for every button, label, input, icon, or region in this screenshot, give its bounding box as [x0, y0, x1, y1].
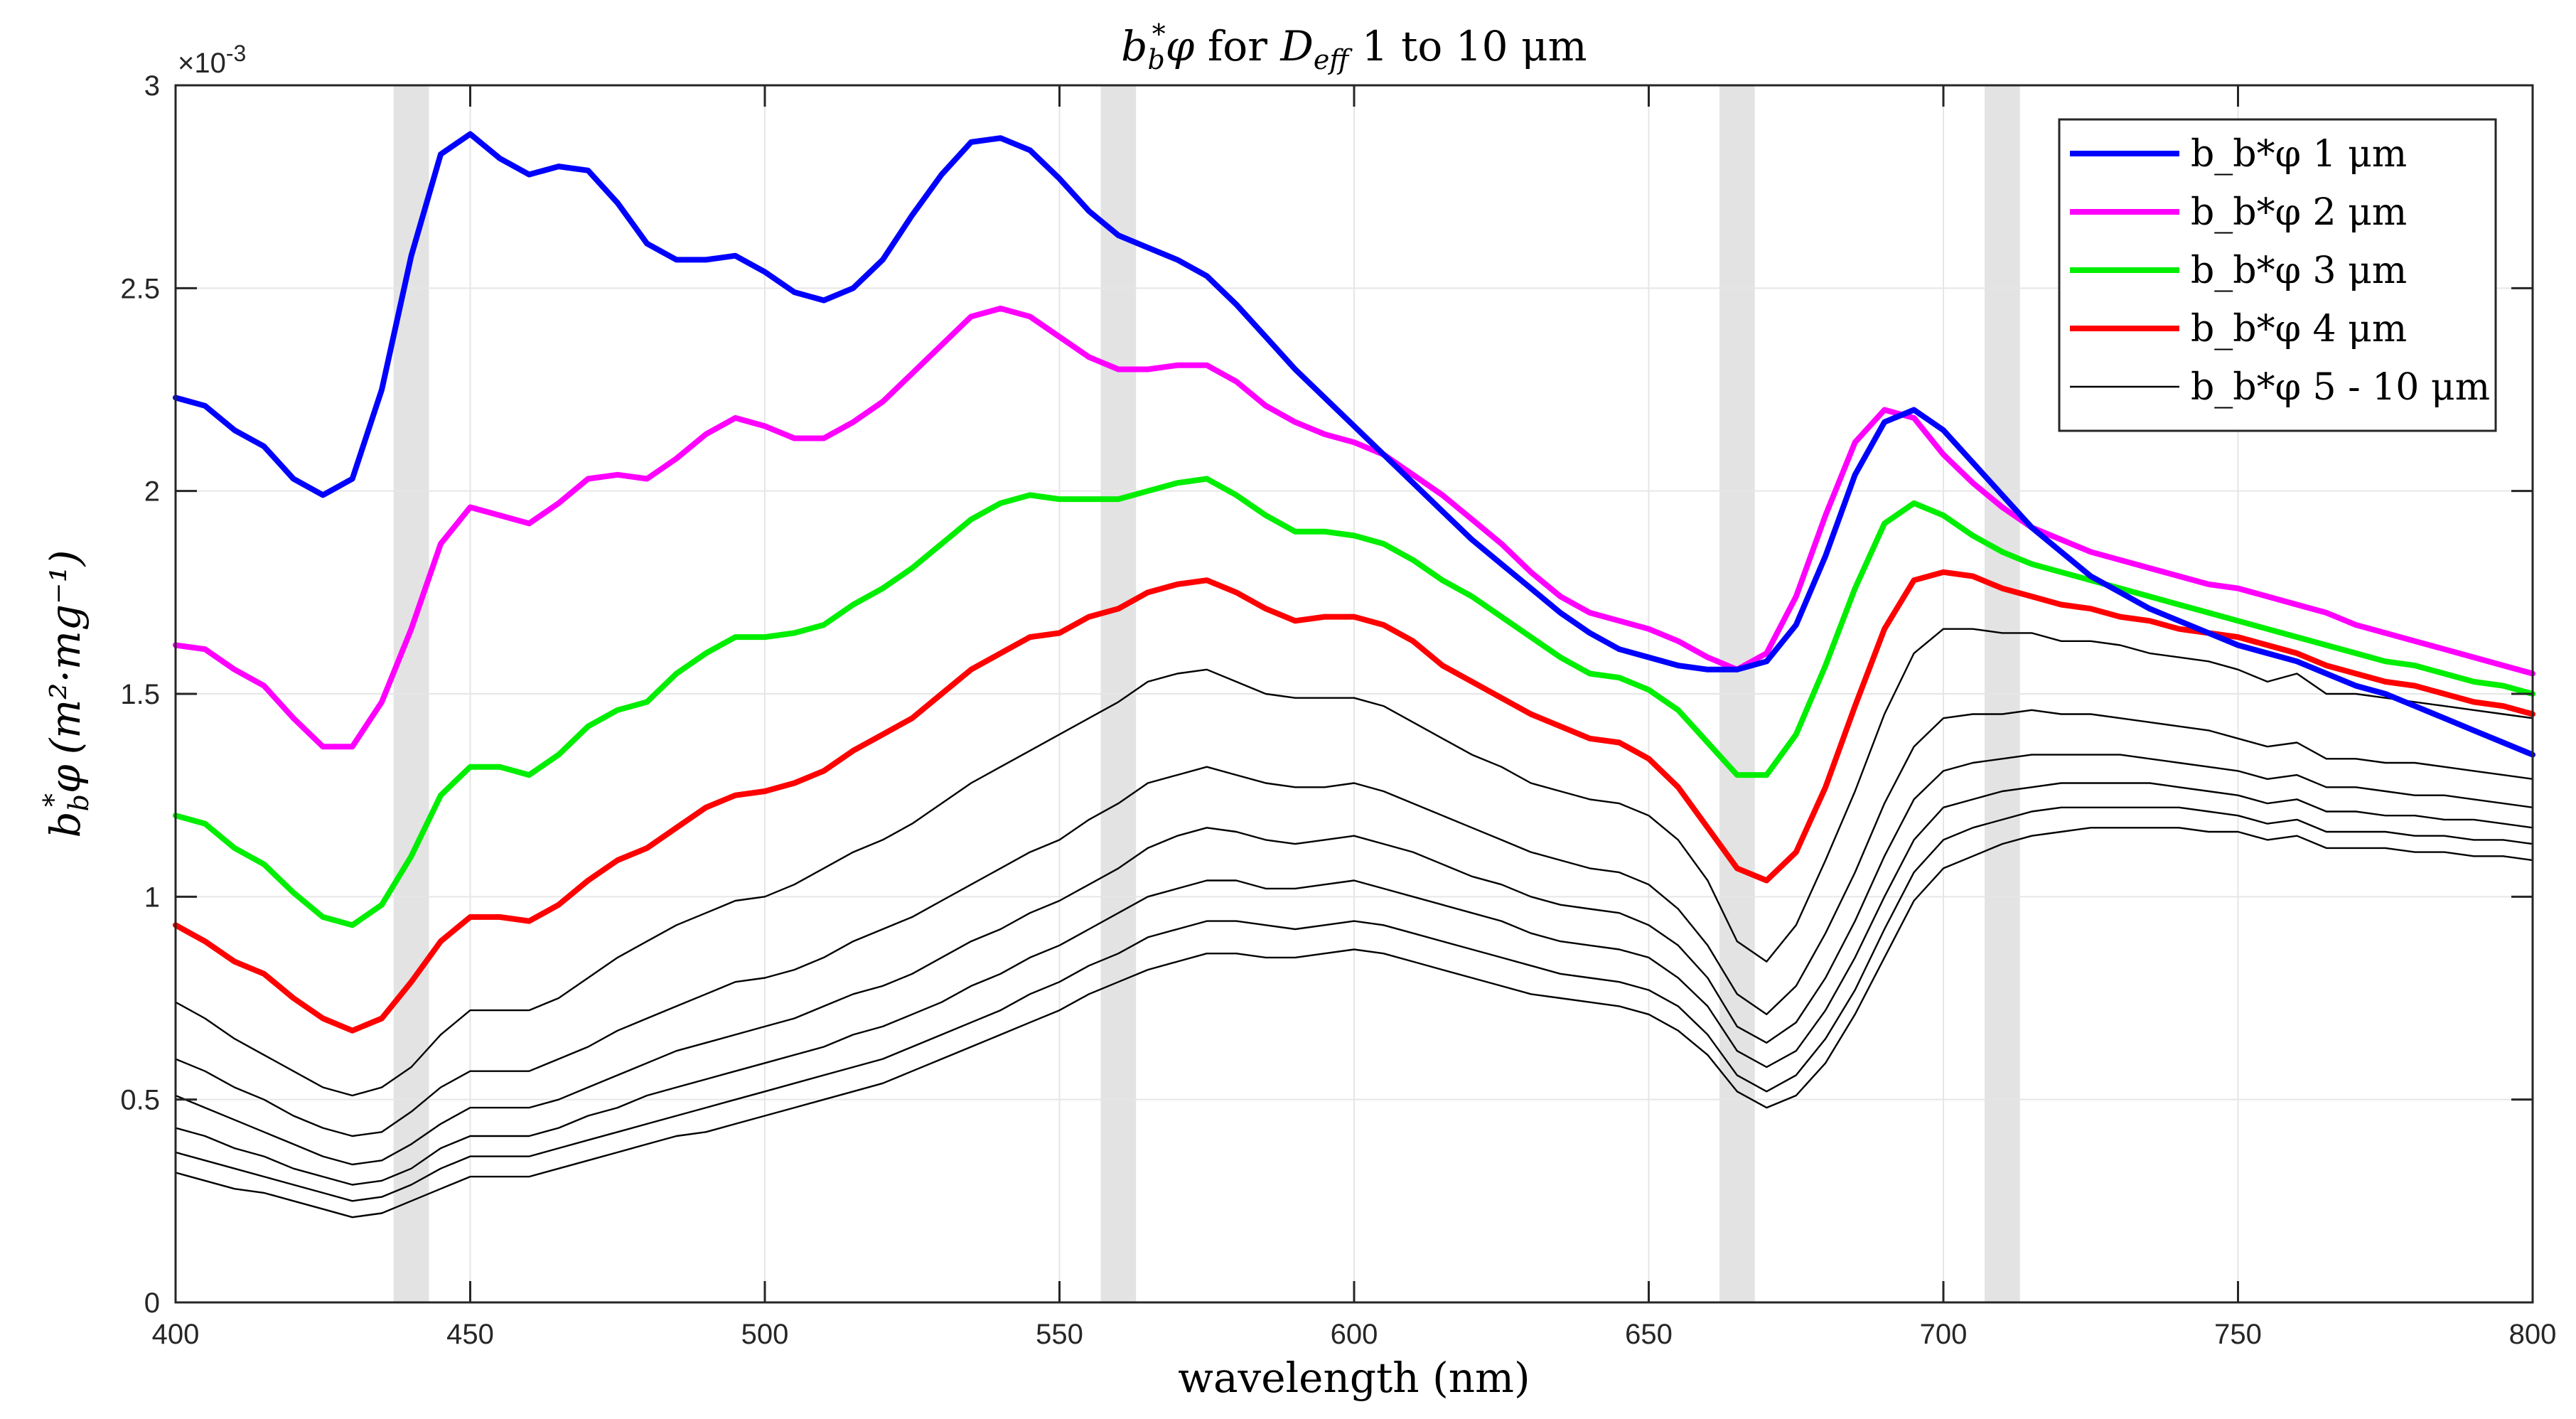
x-tick-label-5: 650	[1625, 1319, 1673, 1350]
series-line-8	[174, 806, 2534, 1202]
y-tick-label-3: 1.5	[120, 679, 160, 710]
series-line-5	[174, 709, 2534, 1137]
y-tick-label-6: 3	[144, 70, 160, 102]
y-axis-label: bb*φ(m²·mg⁻¹)	[38, 550, 95, 837]
axis-ticks	[174, 84, 2534, 1304]
legend-items: b_b*φ 1 μm b_b*φ 2 μm b_b*φ 3 μm b_b*φ 4 μm…	[2070, 133, 2490, 409]
x-tick-label-0: 400	[152, 1319, 200, 1350]
x-tick-label-3: 550	[1036, 1319, 1083, 1350]
legend-label-2: b_b*φ 3 μm	[2191, 250, 2407, 292]
x-tick-label-2: 500	[741, 1319, 789, 1350]
y-tick-label-2: 1	[144, 882, 160, 913]
y-tick-labels: 0 0.5 1 1.5 2 2.5 3	[120, 70, 160, 1319]
series-line-9	[174, 827, 2534, 1219]
series-line-1	[173, 305, 2535, 750]
legend-label-3: b_b*φ 4 μm	[2191, 308, 2407, 350]
series-line-4	[174, 628, 2534, 1097]
chart-title: bb*φ for Deff 1 to 10 μm	[1121, 18, 1587, 75]
x-tick-label-6: 700	[1920, 1319, 1968, 1350]
series-lines	[173, 131, 2535, 1219]
series-line-2	[173, 476, 2535, 928]
legend: b_b*φ 1 μm b_b*φ 2 μm b_b*φ 3 μm b_b*φ 4 μm…	[2058, 118, 2497, 432]
series-line-0	[173, 131, 2535, 758]
y-exponent-label: ×10-3	[178, 41, 246, 79]
legend-box	[2058, 118, 2497, 432]
y-tick-label-1: 0.5	[120, 1085, 160, 1116]
legend-label-4: b_b*φ 5 - 10 μm	[2191, 366, 2490, 409]
x-tick-labels: 400 450 500 550 600 650 700 750 800	[152, 1319, 2557, 1350]
series-line-7	[174, 782, 2534, 1186]
y-tick-label-4: 2	[144, 476, 160, 508]
x-tick-label-1: 450	[446, 1319, 494, 1350]
series-line-6	[174, 754, 2534, 1166]
legend-label-0: b_b*φ 1 μm	[2191, 133, 2407, 176]
legend-label-1: b_b*φ 2 μm	[2191, 191, 2407, 234]
x-tick-label-7: 750	[2214, 1319, 2262, 1350]
series-line-3	[173, 569, 2535, 1034]
x-tick-label-4: 600	[1331, 1319, 1378, 1350]
x-axis-label: wavelength (nm)	[1178, 1354, 1530, 1402]
y-tick-label-5: 2.5	[120, 273, 160, 304]
x-tick-label-8: 800	[2509, 1319, 2557, 1350]
y-tick-label-0: 0	[144, 1287, 160, 1319]
